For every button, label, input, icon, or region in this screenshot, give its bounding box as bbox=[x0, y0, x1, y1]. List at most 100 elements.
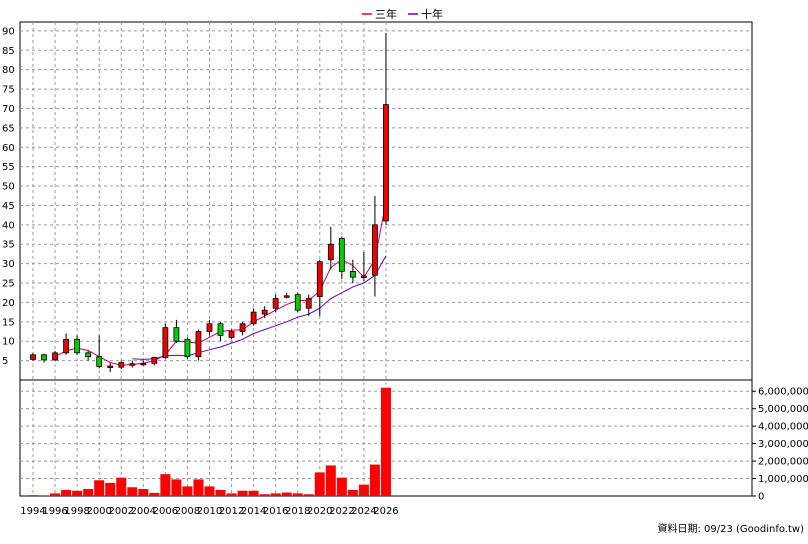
candle-body bbox=[305, 298, 312, 309]
y-tick-label: 15 bbox=[2, 317, 15, 328]
volume-bar bbox=[94, 480, 105, 496]
volume-bar bbox=[138, 489, 149, 496]
data-date-footer: 資料日期: 09/23 (Goodinfo.tw) bbox=[657, 522, 804, 535]
candle-body bbox=[30, 354, 36, 360]
candle bbox=[140, 360, 147, 366]
volume-bar bbox=[281, 492, 292, 496]
volume-bar bbox=[226, 493, 237, 496]
candle-body bbox=[85, 352, 92, 358]
candle-body bbox=[261, 309, 268, 315]
candle-body bbox=[52, 352, 58, 361]
candle-body bbox=[107, 365, 114, 368]
volume-bar bbox=[237, 490, 248, 496]
candle-body bbox=[239, 323, 246, 332]
candle-body bbox=[74, 338, 81, 354]
candle bbox=[294, 292, 301, 313]
y-tick-label: 30 bbox=[2, 259, 15, 270]
x-tick-label: 2008 bbox=[175, 506, 200, 517]
x-tick-label: 2020 bbox=[307, 506, 332, 517]
y-tick-label: 35 bbox=[2, 240, 15, 251]
candle bbox=[74, 335, 81, 355]
candle-body bbox=[162, 327, 169, 358]
candle bbox=[283, 292, 290, 299]
candle bbox=[372, 195, 378, 297]
candle bbox=[118, 360, 125, 370]
x-tick-label: 1998 bbox=[64, 506, 89, 517]
volume-bars bbox=[28, 387, 391, 496]
volume-bar bbox=[292, 493, 303, 496]
y-tick-label: 75 bbox=[2, 85, 15, 96]
candle-body bbox=[272, 298, 279, 309]
x-tick-label: 1996 bbox=[42, 506, 67, 517]
candle-body bbox=[118, 362, 125, 368]
candle bbox=[107, 362, 114, 373]
volume-bar bbox=[380, 387, 391, 496]
volume-tick-label: 3,000,000 bbox=[758, 439, 808, 450]
volume-bar bbox=[325, 465, 336, 496]
volume-bar bbox=[105, 482, 116, 496]
candle bbox=[30, 352, 36, 361]
candle bbox=[272, 294, 279, 313]
candle-body bbox=[360, 275, 367, 278]
x-tick-label: 2000 bbox=[86, 506, 111, 517]
candle bbox=[63, 333, 69, 355]
candle bbox=[129, 360, 136, 368]
volume-bar bbox=[193, 479, 204, 496]
candle bbox=[360, 251, 367, 282]
candle-body bbox=[173, 327, 180, 342]
candle bbox=[316, 259, 323, 316]
candle-body bbox=[41, 354, 47, 361]
y-tick-label: 90 bbox=[2, 26, 15, 37]
volume-bar bbox=[336, 477, 347, 496]
y-tick-label: 85 bbox=[2, 46, 15, 57]
volume-bar bbox=[270, 493, 281, 496]
volume-tick-label: 6,000,000 bbox=[758, 387, 808, 398]
y-tick-label: 5 bbox=[2, 356, 8, 367]
candle bbox=[239, 321, 246, 336]
candle-body bbox=[129, 363, 136, 366]
candle bbox=[184, 337, 191, 359]
volume-bar bbox=[303, 494, 314, 496]
candle bbox=[41, 353, 47, 363]
x-tick-label: 2006 bbox=[153, 506, 178, 517]
candle bbox=[383, 32, 389, 225]
x-tick-label: 2014 bbox=[241, 506, 266, 517]
y-tick-label: 55 bbox=[2, 162, 15, 173]
volume-bar bbox=[182, 486, 193, 496]
x-tick-label: 2022 bbox=[329, 506, 354, 517]
y-tick-label: 65 bbox=[2, 123, 15, 134]
candle-body bbox=[383, 104, 389, 222]
volume-bar bbox=[215, 489, 226, 496]
candle-body bbox=[217, 323, 224, 336]
y-tick-label: 80 bbox=[2, 65, 15, 76]
y-tick-label: 40 bbox=[2, 220, 15, 231]
volume-bar bbox=[248, 490, 259, 496]
ma-line-10y bbox=[132, 255, 387, 360]
y-tick-label: 10 bbox=[2, 337, 15, 348]
candle bbox=[173, 319, 180, 344]
x-tick-label: 2004 bbox=[131, 506, 156, 517]
y-tick-label: 45 bbox=[2, 201, 15, 212]
volume-bar bbox=[347, 489, 358, 496]
candle-body bbox=[184, 338, 191, 358]
candle-body bbox=[338, 238, 345, 272]
volume-bar bbox=[160, 474, 171, 496]
candle-body bbox=[228, 331, 235, 338]
volume-tick-label: 4,000,000 bbox=[758, 422, 808, 433]
volume-bar bbox=[314, 472, 325, 496]
candle bbox=[85, 350, 92, 361]
volume-tick-label: 5,000,000 bbox=[758, 404, 808, 415]
candle-body bbox=[250, 311, 257, 325]
volume-bar bbox=[171, 479, 182, 496]
volume-bar bbox=[83, 489, 94, 496]
x-tick-label: 2026 bbox=[373, 506, 398, 517]
x-tick-label: 2018 bbox=[285, 506, 310, 517]
candle bbox=[151, 356, 158, 366]
price-y-axis: 5 10 15 20 25 30 35 40 45 50 55 60 65 70 75 80 85 90 bbox=[2, 26, 15, 367]
volume-bar bbox=[149, 492, 160, 496]
candle bbox=[52, 350, 58, 362]
candle-body bbox=[283, 295, 290, 298]
candle bbox=[195, 329, 202, 361]
x-tick-label: 2002 bbox=[109, 506, 134, 517]
